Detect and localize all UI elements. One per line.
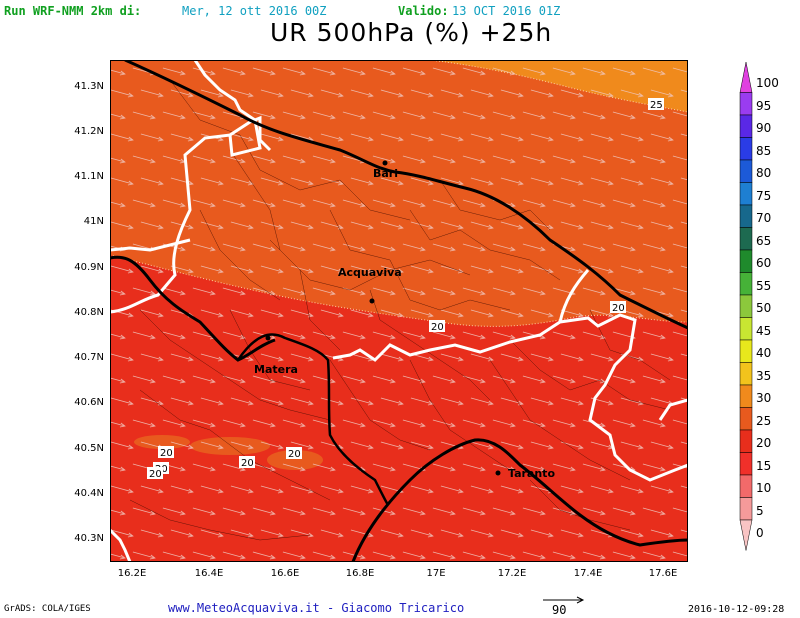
colorbar-label: 75 [756,188,772,203]
colorbar-label: 100 [756,76,779,90]
ur-patch [134,435,190,449]
humidity-map: 25 20 20 20 20 20 20 20 Bari Acquaviva M… [110,60,688,562]
x-tick-label: 16.2E [117,568,147,579]
run-date: Mer, 12 ott 2016 00Z [182,4,327,18]
map-frame [110,60,688,562]
map-title: UR 500hPa (%) +25h [270,18,553,47]
colorbar-cell [739,227,753,251]
colorbar [739,61,753,551]
coastline [110,60,688,562]
colorbar-cell [739,519,753,551]
x-tick-label: 16.4E [194,568,224,579]
y-tick-label: 40.3N [74,533,104,544]
colorbar-label: 90 [756,121,772,135]
y-tick-label: 40.5N [74,443,104,454]
site-credit[interactable]: www.MeteoAcquaviva.it - Giacomo Tricaric… [168,601,465,615]
colorbar-label: 70 [756,211,772,225]
colorbar-cell [739,61,753,93]
contour-label: 20 [241,458,254,469]
colorbar-cell [739,159,753,183]
province-border [236,333,390,506]
colorbar-label: 10 [756,481,772,495]
wind-vectors [110,67,688,560]
render-timestamp: 2016-10-12-09:28 [688,604,785,615]
colorbar-cell [739,339,753,363]
y-tick-label: 41N [83,216,104,227]
contour-label: 25 [650,100,663,111]
y-tick-label: 40.6N [74,397,104,408]
contour-25 [429,60,688,113]
valid-date: 13 OCT 2016 01Z [452,4,561,18]
valid-label: Valido: [398,4,449,18]
vector-scale-value: 90 [552,603,567,617]
grads-credit: GrADS: COLA/IGES [4,604,91,614]
x-tick-label: 17.2E [497,568,527,579]
colorbar-cell [739,182,753,206]
colorbar-label: 50 [756,301,772,315]
colorbar-label: 15 [756,458,772,473]
y-tick-label: 40.9N [74,262,104,273]
x-tick-label: 17.4E [573,568,603,579]
x-tick-label: 17.6E [648,568,678,579]
contour-label: 20 [160,448,173,459]
y-tick-label: 40.7N [74,352,104,363]
colorbar-label: 25 [756,413,772,428]
ur-patch [267,450,323,470]
colorbar-cell [739,204,753,228]
y-tick-label: 40.8N [74,307,104,318]
colorbar-label: 85 [756,143,772,158]
colorbar-cell [739,429,753,453]
contour-label: 20 [612,303,625,314]
contour-20 [110,254,688,327]
x-tick-label: 17E [426,568,446,579]
colorbar-label: 30 [756,391,772,405]
colorbar-cell [739,452,753,476]
colorbar-label: 45 [756,323,772,338]
y-tick-label: 40.4N [74,488,104,499]
ur-patch [190,437,270,455]
colorbar-label: 95 [756,98,772,113]
city-label-taranto: Taranto [508,467,555,480]
colorbar-label: 5 [756,503,764,518]
y-tick-label: 41.1N [74,171,104,182]
colorbar-cell [739,272,753,296]
colorbar-cell [739,384,753,408]
colorbar-label: 20 [756,436,772,450]
colorbar-label: 35 [756,368,772,383]
contour-label: 20 [149,469,162,480]
colorbar-cell [739,137,753,161]
colorbar-label: 60 [756,256,772,270]
ur-band-25-30 [430,60,688,112]
colorbar-label: 65 [756,233,772,248]
run-label: Run WRF-NMM 2km di: [4,4,142,18]
colorbar-cell [739,407,753,431]
y-tick-label: 41.2N [74,126,104,137]
contour-label: 20 [288,449,301,460]
colorbar-label: 40 [756,346,772,360]
colorbar-cell [739,362,753,386]
colorbar-label: 55 [756,278,772,293]
colorbar-cell [739,294,753,318]
colorbar-label: 0 [756,526,764,540]
colorbar-cell [739,114,753,138]
colorbar-cell [739,317,753,341]
colorbar-cells [739,61,753,551]
colorbar-label: 80 [756,166,772,180]
colorbar-cell [739,92,753,116]
vector-scale-arrow [543,596,585,604]
y-tick-label: 41.3N [74,81,104,92]
city-label-matera: Matera [254,363,298,376]
colorbar-cell [739,474,753,498]
city-label-acquaviva: Acquaviva [338,266,402,279]
x-tick-label: 16.6E [270,568,300,579]
colorbar-cell [739,249,753,273]
city-markers: Bari Acquaviva Matera Taranto [254,160,555,480]
x-tick-label: 16.8E [345,568,375,579]
ur-band-20-25 [110,60,688,327]
contour-label: 20 [431,322,444,333]
colorbar-cell [739,497,753,521]
city-label-bari: Bari [373,167,398,180]
contour-labels: 25 20 20 20 20 20 20 20 [147,98,664,480]
region-borders [110,60,688,562]
